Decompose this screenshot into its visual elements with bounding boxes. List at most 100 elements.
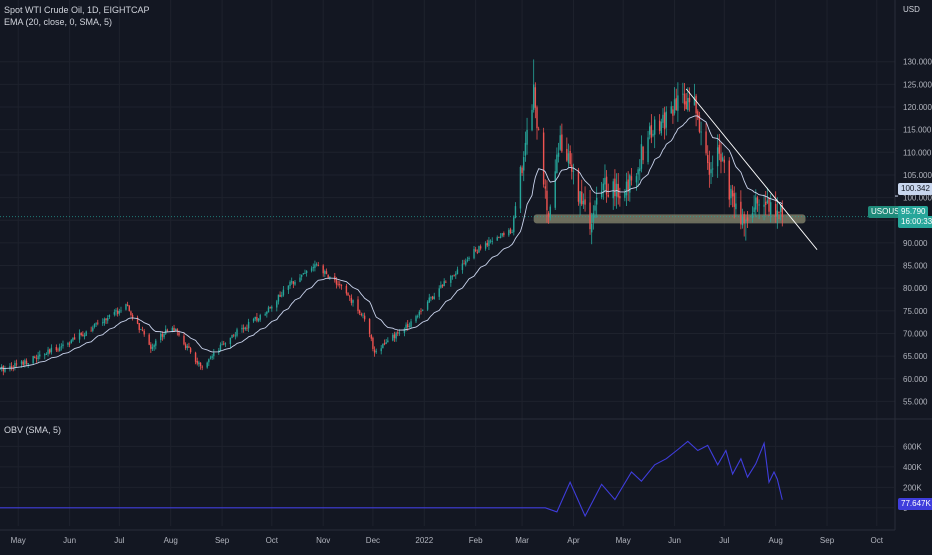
candle-body: [266, 311, 268, 315]
candle-body: [639, 168, 641, 171]
candle-body: [431, 296, 434, 299]
candle-body: [595, 197, 598, 205]
candle-body: [730, 188, 732, 199]
price-tick-label: 90.000: [903, 239, 928, 248]
candle-body: [508, 230, 510, 236]
candle-body: [648, 126, 651, 135]
candle-body: [138, 323, 140, 330]
candle-body: [672, 109, 674, 116]
candle-body: [174, 328, 177, 331]
candle-body: [743, 214, 745, 224]
date-tick-label: 2022: [415, 536, 433, 545]
candle-body: [115, 310, 117, 312]
candle-body: [765, 201, 767, 205]
candle-body: [468, 257, 470, 260]
date-tick-label: May: [616, 536, 631, 545]
candle-body: [486, 242, 488, 246]
candle-body: [289, 281, 291, 287]
candle-body: [340, 285, 343, 287]
date-tick-label: Apr: [567, 536, 580, 545]
candle-body: [171, 327, 174, 332]
candle-body: [49, 349, 51, 353]
candle-body: [536, 107, 538, 129]
candle-body: [700, 131, 702, 133]
candle-body: [718, 144, 721, 154]
candle-body: [0, 368, 1, 370]
candle-body: [476, 251, 479, 253]
candle-body: [271, 306, 273, 309]
candle-body: [232, 334, 235, 336]
candle-body: [352, 300, 354, 303]
candle-body: [55, 347, 58, 351]
candle-body: [720, 153, 722, 162]
candle-body: [625, 181, 628, 196]
candle-body: [670, 106, 672, 114]
candle-body: [687, 97, 689, 110]
candle-body: [733, 193, 735, 207]
obv-legend: OBV (SMA, 5): [4, 425, 62, 435]
candle-body: [294, 281, 296, 285]
price-tick-label: 70.000: [903, 329, 928, 338]
candle-body: [140, 329, 142, 330]
chart-title: Spot WTI Crude Oil, 1D, EIGHTCAP: [4, 5, 150, 15]
candle-body: [345, 285, 348, 294]
candle-body: [363, 315, 366, 320]
candle-body: [479, 246, 482, 249]
candle-body: [277, 294, 280, 302]
candle-body: [92, 327, 94, 331]
candle-body: [418, 311, 421, 316]
candle-body: [561, 134, 563, 152]
candle-body: [685, 101, 687, 109]
candle-body: [526, 129, 528, 145]
candle-body: [723, 159, 725, 163]
candle-body: [577, 169, 580, 202]
candle-body: [766, 200, 769, 203]
candle-body: [438, 288, 440, 297]
candle-body: [176, 329, 179, 332]
candle-body: [47, 349, 49, 354]
candle-body: [491, 240, 493, 242]
candle-body: [126, 304, 129, 306]
candle-body: [740, 201, 742, 225]
date-tick-label: Sep: [820, 536, 835, 545]
candle-body: [728, 160, 730, 200]
candle-body: [259, 315, 261, 320]
candle-body: [581, 191, 583, 205]
candle-body: [420, 310, 422, 312]
candle-body: [509, 229, 512, 234]
candle-body: [617, 183, 619, 198]
candle-body: [183, 335, 185, 345]
candle-body: [751, 213, 754, 219]
candle-body: [547, 213, 550, 217]
candle-body: [567, 153, 570, 164]
candle-body: [166, 329, 169, 331]
ema-line: [0, 115, 783, 369]
candle-body: [395, 332, 397, 339]
candle-body: [107, 317, 109, 321]
candle-body: [254, 316, 256, 320]
candle-body: [695, 95, 697, 114]
candle-body: [441, 284, 444, 287]
candle-body: [97, 322, 99, 324]
candle-body: [103, 318, 106, 323]
obv-line: [0, 440, 783, 518]
candle-body: [186, 346, 188, 348]
candle-body: [198, 362, 200, 365]
candle-body: [57, 349, 59, 351]
candle-body: [113, 312, 116, 315]
candle-body: [710, 169, 712, 174]
candle-body: [302, 273, 305, 275]
candle-body: [774, 203, 777, 217]
candle-body: [524, 142, 527, 156]
candle-body: [62, 344, 64, 347]
obv-value-label: 77.647K: [898, 498, 932, 510]
candle-body: [347, 293, 349, 296]
candle-body: [60, 346, 63, 348]
candle-body: [269, 307, 271, 309]
date-tick-label: Aug: [164, 536, 178, 545]
candle-body: [478, 246, 480, 253]
candle-body: [731, 190, 734, 197]
candle-body: [247, 321, 250, 329]
